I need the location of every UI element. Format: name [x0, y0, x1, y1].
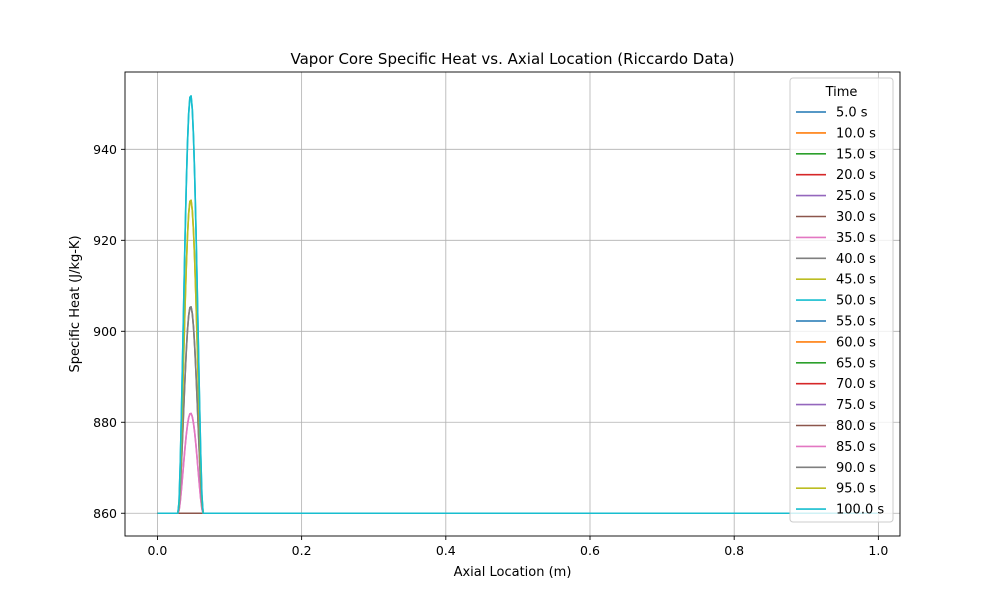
- legend-label: 90.0 s: [836, 461, 876, 476]
- legend-label: 45.0 s: [836, 273, 876, 288]
- legend-label: 95.0 s: [836, 482, 876, 497]
- legend: Time 5.0 s 10.0 s 15.0 s 20.0 s 25.0 s 30.0 s…: [789, 77, 894, 523]
- y-tick-label: 920: [93, 233, 117, 248]
- legend-label: 100.0 s: [836, 503, 884, 518]
- x-tick-label: 0.2: [292, 543, 312, 558]
- legend-label: 50.0 s: [836, 294, 876, 309]
- legend-label: 40.0 s: [836, 252, 876, 267]
- legend-label: 35.0 s: [836, 231, 876, 246]
- legend-title: Time: [825, 85, 858, 100]
- x-tick-label: 0.6: [580, 543, 600, 558]
- x-tick-label: 1.0: [868, 543, 888, 558]
- series-line: [157, 95, 879, 515]
- y-tick-label: 860: [93, 506, 117, 521]
- legend-label: 85.0 s: [836, 440, 876, 455]
- x-tick-label: 0.8: [724, 543, 744, 558]
- x-tick-label: 0.0: [147, 543, 167, 558]
- legend-label: 10.0 s: [836, 126, 876, 141]
- legend-label: 15.0 s: [836, 147, 876, 162]
- y-axis-label: Specific Heat (J/kg-K): [68, 235, 83, 372]
- plot-lines: [157, 95, 879, 515]
- legend-label: 75.0 s: [836, 398, 876, 413]
- y-tick-label: 900: [93, 324, 117, 339]
- chart-title: Vapor Core Specific Heat vs. Axial Locat…: [291, 50, 735, 68]
- legend-label: 20.0 s: [836, 168, 876, 183]
- legend-box: [789, 77, 894, 523]
- legend-label: 25.0 s: [836, 189, 876, 204]
- legend-label: 65.0 s: [836, 356, 876, 371]
- axes-frame: [124, 71, 901, 537]
- legend-label: 5.0 s: [836, 106, 868, 121]
- y-tick-label: 940: [93, 142, 117, 157]
- legend-label: 55.0 s: [836, 315, 876, 330]
- legend-label: 70.0 s: [836, 377, 876, 392]
- ticks: 0.0 0.2 0.4 0.6 0.8 1.0 860 880 900 920 940: [93, 142, 888, 558]
- x-axis-label: Axial Location (m): [454, 565, 572, 580]
- y-tick-label: 880: [93, 415, 117, 430]
- legend-label: 30.0 s: [836, 210, 876, 225]
- x-tick-label: 0.4: [436, 543, 456, 558]
- legend-label: 80.0 s: [836, 419, 876, 434]
- legend-label: 60.0 s: [836, 335, 876, 350]
